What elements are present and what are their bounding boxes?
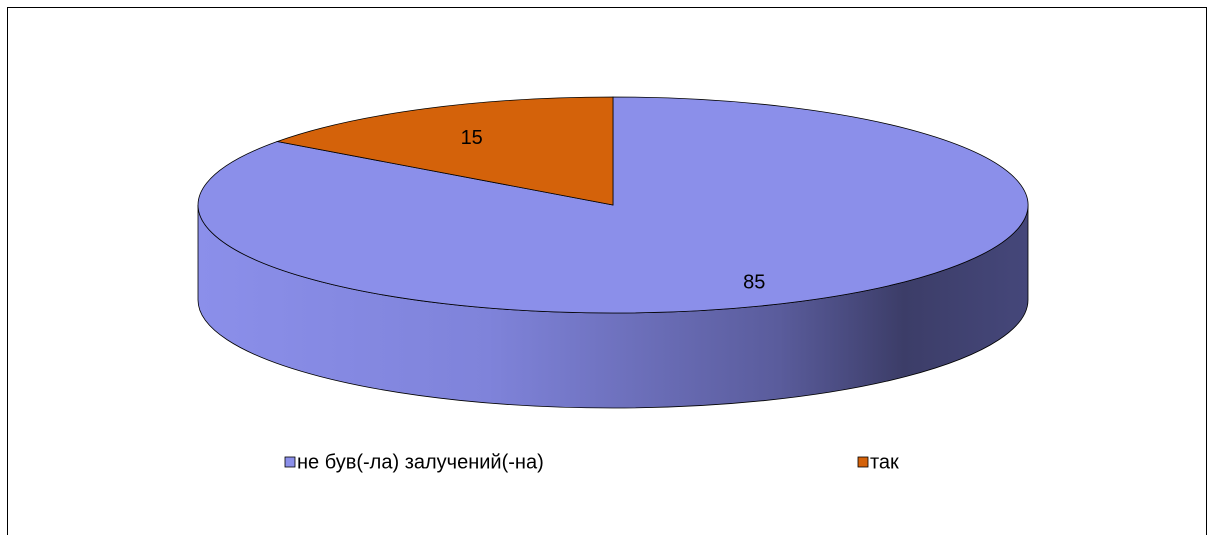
- legend-swatch: [284, 456, 296, 468]
- pie-slice: [275, 96, 614, 206]
- data-label: 15: [461, 127, 483, 149]
- legend-label: так: [870, 451, 899, 473]
- legend-swatch: [857, 456, 869, 468]
- legend-label: не був(-ла) залучений(-на): [297, 451, 544, 473]
- data-label: 85: [743, 271, 765, 293]
